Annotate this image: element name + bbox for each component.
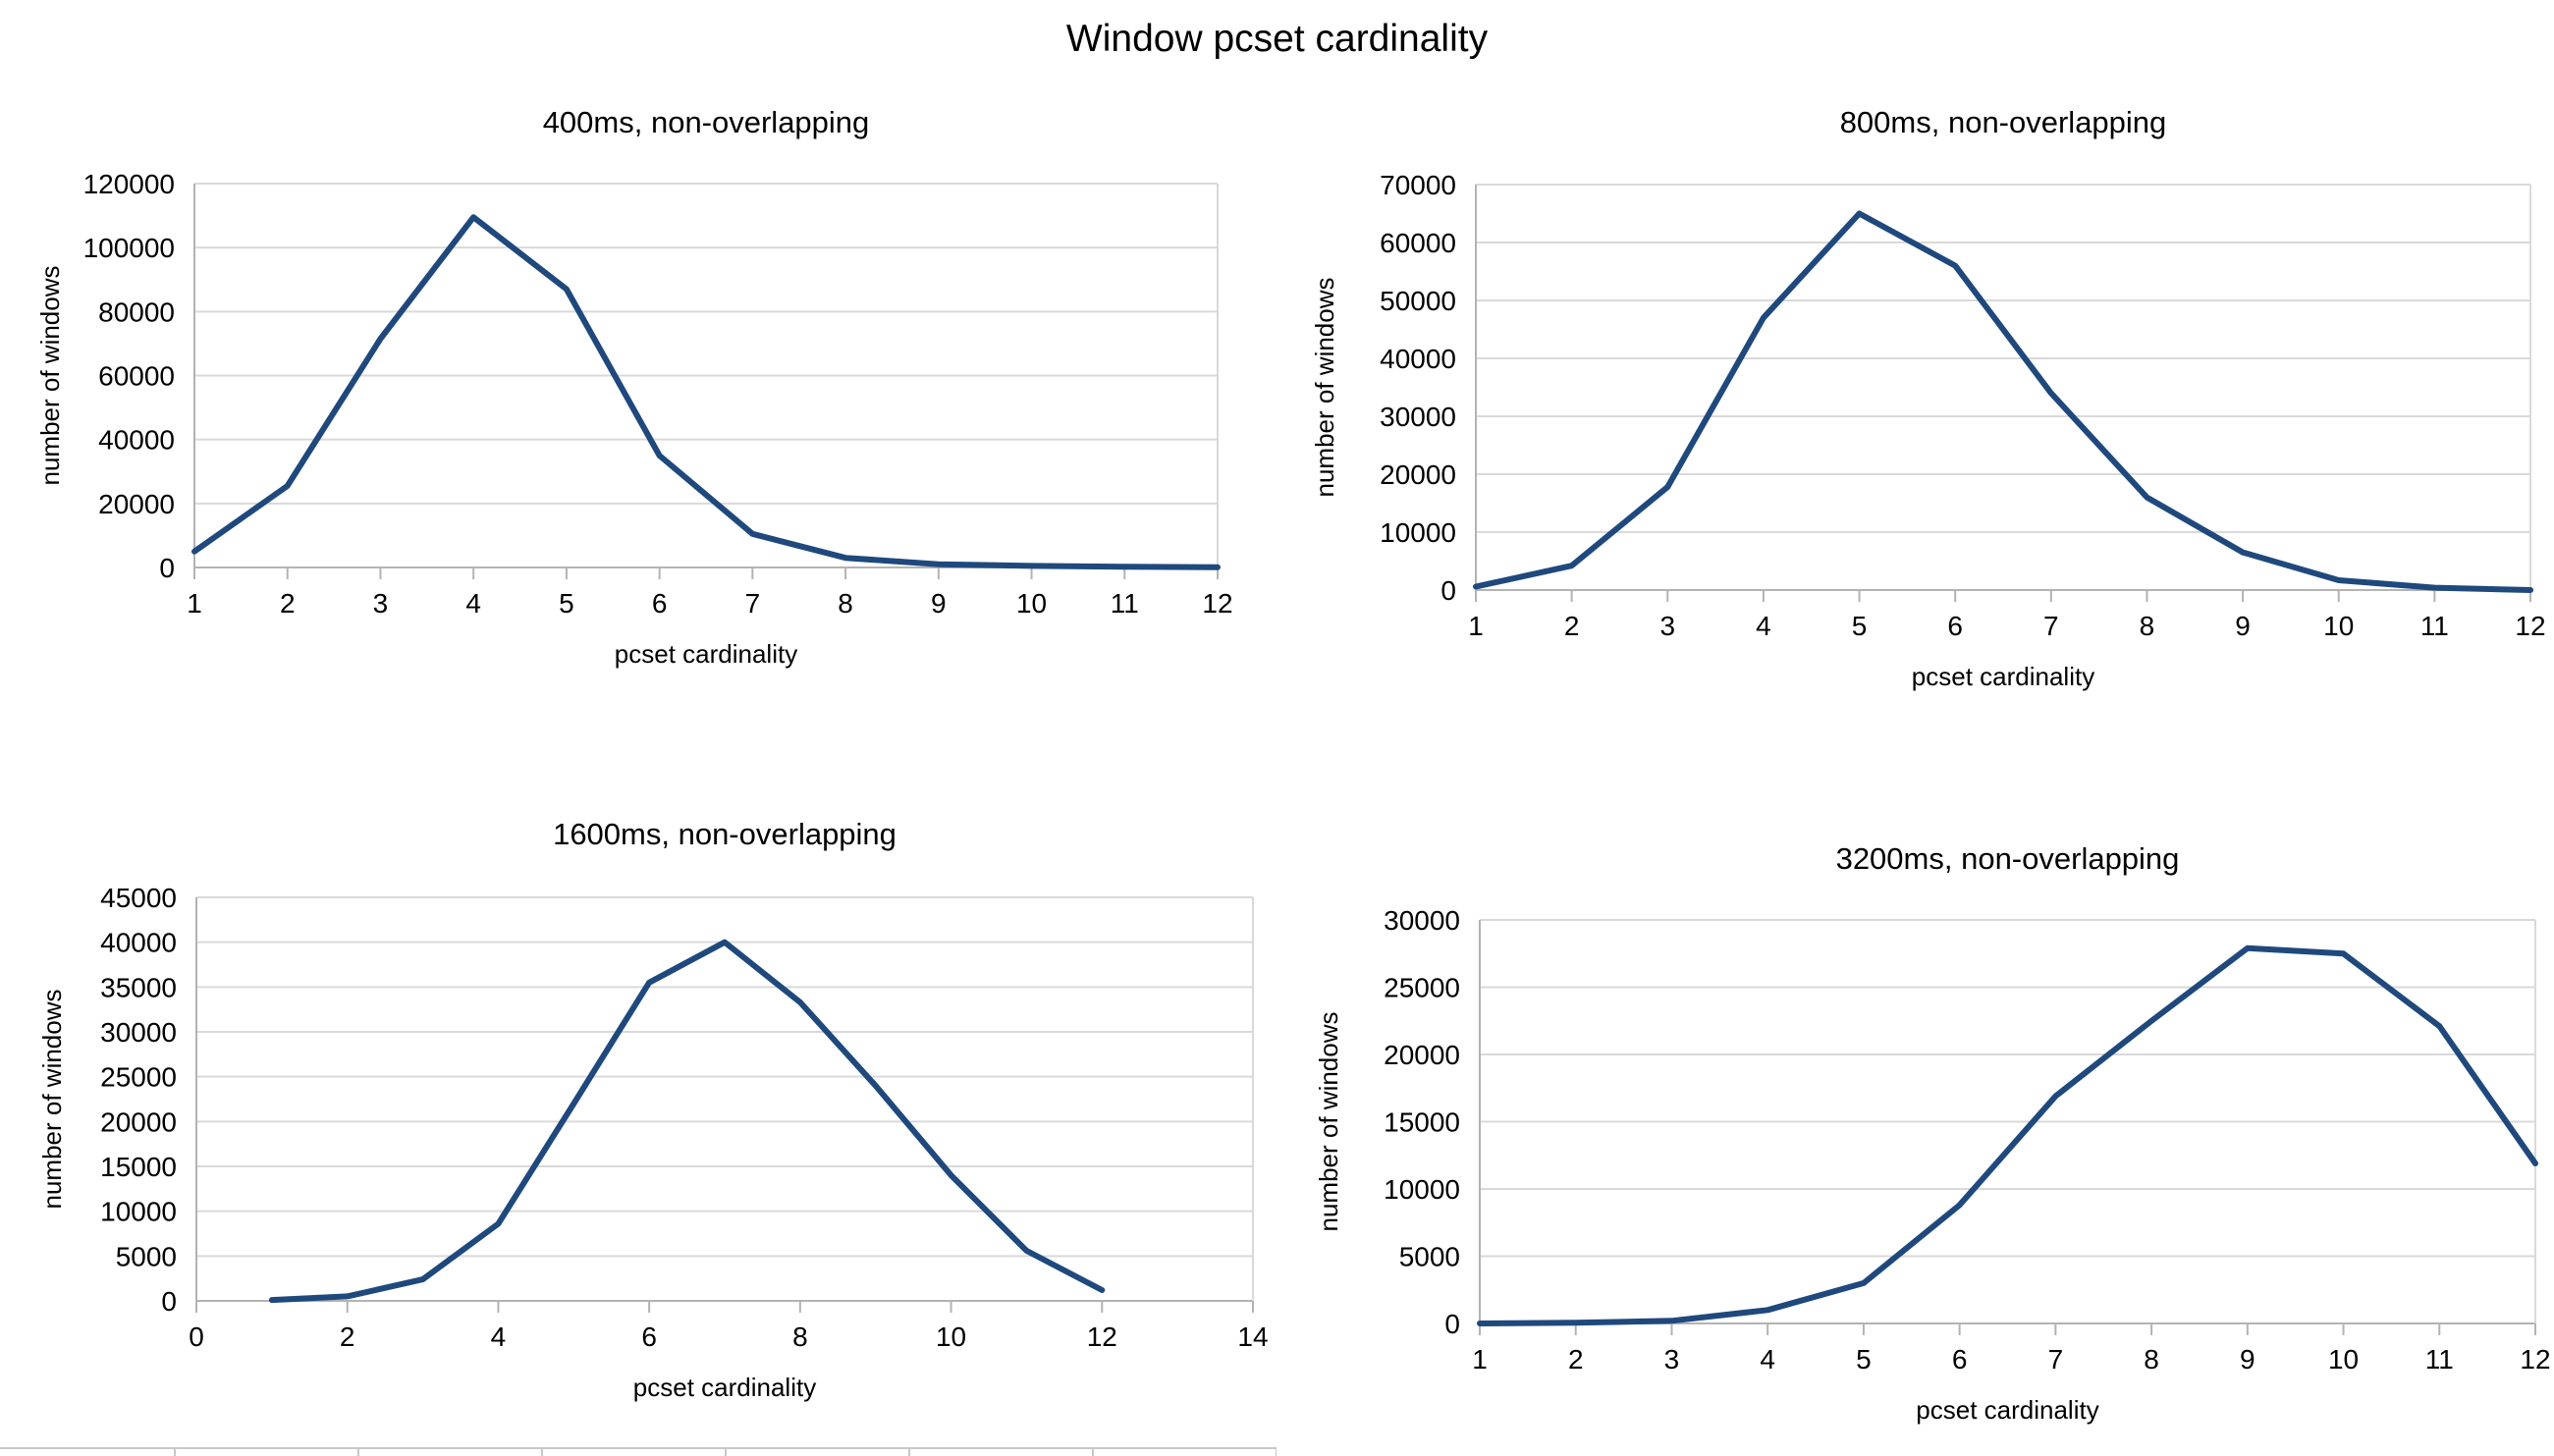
- x-tick-label: 9: [2235, 611, 2251, 641]
- y-tick-label: 0: [159, 553, 175, 583]
- x-tick-label: 10: [2328, 1344, 2359, 1375]
- x-tick-label: 11: [1111, 588, 1139, 619]
- x-tick-label: 12: [2515, 611, 2545, 641]
- x-tick-label: 2: [1568, 1344, 1584, 1375]
- x-axis-label: pcset cardinality: [1916, 1395, 2098, 1425]
- y-tick-label: 30000: [1384, 905, 1460, 936]
- x-tick-label: 10: [2323, 611, 2354, 641]
- x-tick-label: 5: [559, 588, 574, 619]
- y-tick-label: 40000: [98, 425, 175, 456]
- x-tick-label: 7: [2048, 1344, 2064, 1375]
- y-tick-label: 20000: [100, 1106, 177, 1137]
- y-tick-label: 20000: [1380, 459, 1456, 490]
- x-tick-label: 2: [340, 1321, 355, 1352]
- x-tick-label: 5: [1856, 1344, 1872, 1375]
- chart-400ms: 400ms, non-overlapping 0 20000 40000 60000 80…: [35, 105, 1233, 669]
- chart-800ms: 800ms, non-overlapping 0 10000 20000 30000 40…: [1310, 105, 2546, 691]
- x-tick-label: 6: [1952, 1344, 1968, 1375]
- x-tick-label: 7: [745, 588, 761, 619]
- x-tick-label: 3: [1664, 1344, 1680, 1375]
- y-tick-label: 45000: [100, 883, 177, 913]
- x-tick-label: 4: [491, 1321, 507, 1352]
- x-tick-label: 8: [2140, 611, 2155, 641]
- y-tick-label: 35000: [100, 972, 177, 1002]
- y-tick-label: 10000: [100, 1197, 177, 1227]
- x-tick-label: 6: [641, 1321, 657, 1352]
- x-tick-label: 1: [187, 588, 202, 619]
- x-tick-label: 0: [189, 1321, 204, 1352]
- y-tick-label: 10000: [1384, 1174, 1460, 1205]
- x-tick-label: 5: [1852, 611, 1868, 641]
- x-tick-label: 11: [2425, 1344, 2454, 1375]
- x-tick-label: 1: [1468, 611, 1484, 641]
- chart-title: 400ms, non-overlapping: [543, 105, 870, 139]
- y-axis-label: number of windows: [37, 990, 67, 1210]
- x-axis-label: pcset cardinality: [633, 1373, 816, 1402]
- x-tick-label: 12: [1202, 588, 1232, 619]
- y-tick-label: 0: [1440, 575, 1456, 606]
- x-tick-label: 4: [1760, 1344, 1775, 1375]
- chart-1600ms: 1600ms, non-overlapping05000100001500020…: [37, 817, 1269, 1402]
- x-tick-label: 8: [792, 1321, 808, 1352]
- y-tick-label: 20000: [1384, 1040, 1460, 1070]
- y-tick-label: 15000: [1384, 1107, 1460, 1138]
- x-tick-label: 8: [838, 588, 853, 619]
- chart-title: 1600ms, non-overlapping: [553, 817, 897, 851]
- y-tick-label: 80000: [98, 297, 175, 327]
- y-tick-label: 20000: [98, 489, 175, 519]
- y-tick-label: 30000: [1380, 402, 1456, 432]
- x-tick-label: 14: [1237, 1321, 1268, 1352]
- x-tick-label: 10: [1016, 588, 1047, 619]
- y-tick-label: 60000: [1380, 228, 1456, 258]
- y-tick-label: 5000: [116, 1241, 177, 1271]
- y-tick-label: 120000: [83, 169, 175, 199]
- x-tick-label: 7: [2043, 611, 2059, 641]
- y-tick-label: 5000: [1399, 1242, 1460, 1272]
- series-line: [191, 214, 1221, 570]
- y-tick-label: 15000: [100, 1152, 177, 1182]
- spreadsheet-cell-grid: [0, 1447, 1277, 1456]
- y-tick-label: 25000: [1384, 973, 1460, 1003]
- y-axis-label: number of windows: [1314, 1012, 1343, 1232]
- x-tick-label: 9: [2240, 1344, 2255, 1375]
- y-tick-label: 25000: [100, 1062, 177, 1093]
- page-title: Window pcset cardinality: [1065, 18, 1489, 60]
- chart-3200ms: 3200ms, non-overlapping 0 5000 10000 15000 20…: [1314, 841, 2551, 1425]
- x-tick-label: 6: [1947, 611, 1963, 641]
- y-tick-label: 40000: [1380, 344, 1456, 374]
- chart-title: 3200ms, non-overlapping: [1836, 841, 2180, 876]
- y-axis-label: number of windows: [35, 266, 65, 486]
- x-tick-label: 1: [1472, 1344, 1488, 1375]
- x-tick-label: 3: [373, 588, 389, 619]
- x-tick-label: 3: [1659, 611, 1675, 641]
- y-tick-label: 0: [161, 1286, 177, 1317]
- series-line: [1473, 210, 2533, 593]
- y-tick-label: 30000: [100, 1017, 177, 1048]
- x-tick-label: 12: [1087, 1321, 1117, 1352]
- x-tick-label: 9: [931, 588, 947, 619]
- x-tick-label: 11: [2420, 611, 2449, 641]
- series-line: [1477, 944, 2538, 1326]
- x-tick-label: 2: [1564, 611, 1580, 641]
- series-line: [268, 939, 1106, 1304]
- y-tick-label: 0: [1444, 1309, 1460, 1339]
- y-tick-label: 70000: [1380, 170, 1456, 200]
- x-axis-label: pcset cardinality: [615, 639, 797, 669]
- x-tick-label: 4: [465, 588, 481, 619]
- x-tick-label: 10: [936, 1321, 966, 1352]
- x-tick-label: 12: [2520, 1344, 2550, 1375]
- y-tick-label: 100000: [83, 233, 175, 263]
- x-tick-label: 6: [652, 588, 668, 619]
- x-tick-label: 4: [1756, 611, 1771, 641]
- y-tick-label: 60000: [98, 361, 175, 392]
- y-tick-label: 50000: [1380, 286, 1456, 316]
- y-axis-label: number of windows: [1310, 278, 1339, 498]
- y-tick-label: 10000: [1380, 517, 1456, 548]
- y-tick-label: 40000: [100, 928, 177, 958]
- x-tick-label: 2: [280, 588, 296, 619]
- x-axis-label: pcset cardinality: [1912, 662, 2094, 691]
- x-tick-label: 8: [2144, 1344, 2159, 1375]
- chart-title: 800ms, non-overlapping: [1840, 105, 2167, 139]
